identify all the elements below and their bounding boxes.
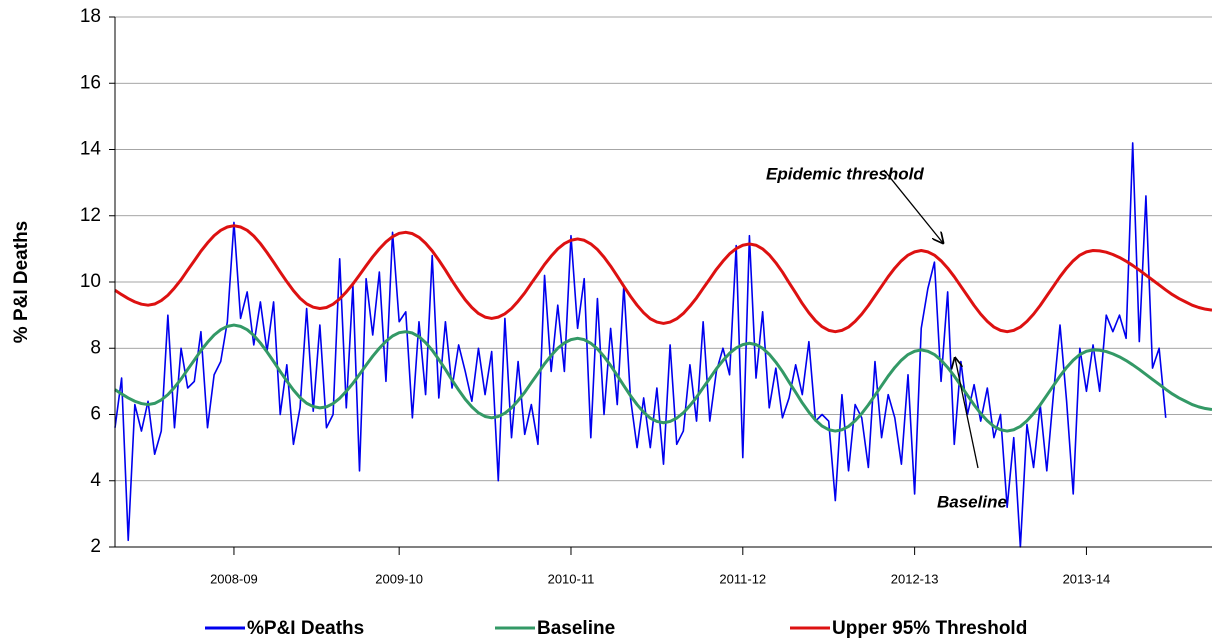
y-tick-label: 14 <box>80 139 102 160</box>
y-tick-label: 8 <box>90 337 101 358</box>
annotation-arrow <box>955 358 979 469</box>
y-tick-label: 6 <box>90 404 101 425</box>
annotation: Baseline <box>937 492 1007 511</box>
y-tick-label: 16 <box>80 72 101 93</box>
y-axis-label: % P&I Deaths <box>11 221 32 343</box>
grid: 2 4 6 8 10 12 14 16 18 2008-09 2009-10 2010-11 2011-… <box>80 6 1212 586</box>
y-tick-label: 12 <box>80 205 101 226</box>
legend-label: Upper 95% Threshold <box>832 618 1027 639</box>
x-tick-label: 2013-14 <box>1063 571 1111 586</box>
y-tick-label: 10 <box>80 271 101 292</box>
legend-label: %P&I Deaths <box>247 618 364 639</box>
legend: %P&I Deaths Baseline Upper 95% Threshold <box>205 618 1027 639</box>
x-tick-label: 2008-09 <box>210 571 258 586</box>
x-tick-label: 2012-13 <box>891 571 939 586</box>
legend-label: Baseline <box>537 618 615 639</box>
plot-lines <box>114 142 1212 548</box>
annotation-arrow <box>883 169 943 243</box>
annotation: Epidemic threshold <box>766 164 924 183</box>
data-line <box>114 224 1212 334</box>
data-line <box>114 142 1167 548</box>
x-tick-label: 2011-12 <box>719 571 766 586</box>
y-tick-label: 18 <box>80 6 101 27</box>
y-tick-label: 4 <box>90 470 101 491</box>
x-tick-label: 2009-10 <box>375 571 423 586</box>
y-tick-label: 2 <box>90 536 101 557</box>
data-line <box>114 323 1212 433</box>
x-tick-label: 2010-11 <box>548 571 595 586</box>
